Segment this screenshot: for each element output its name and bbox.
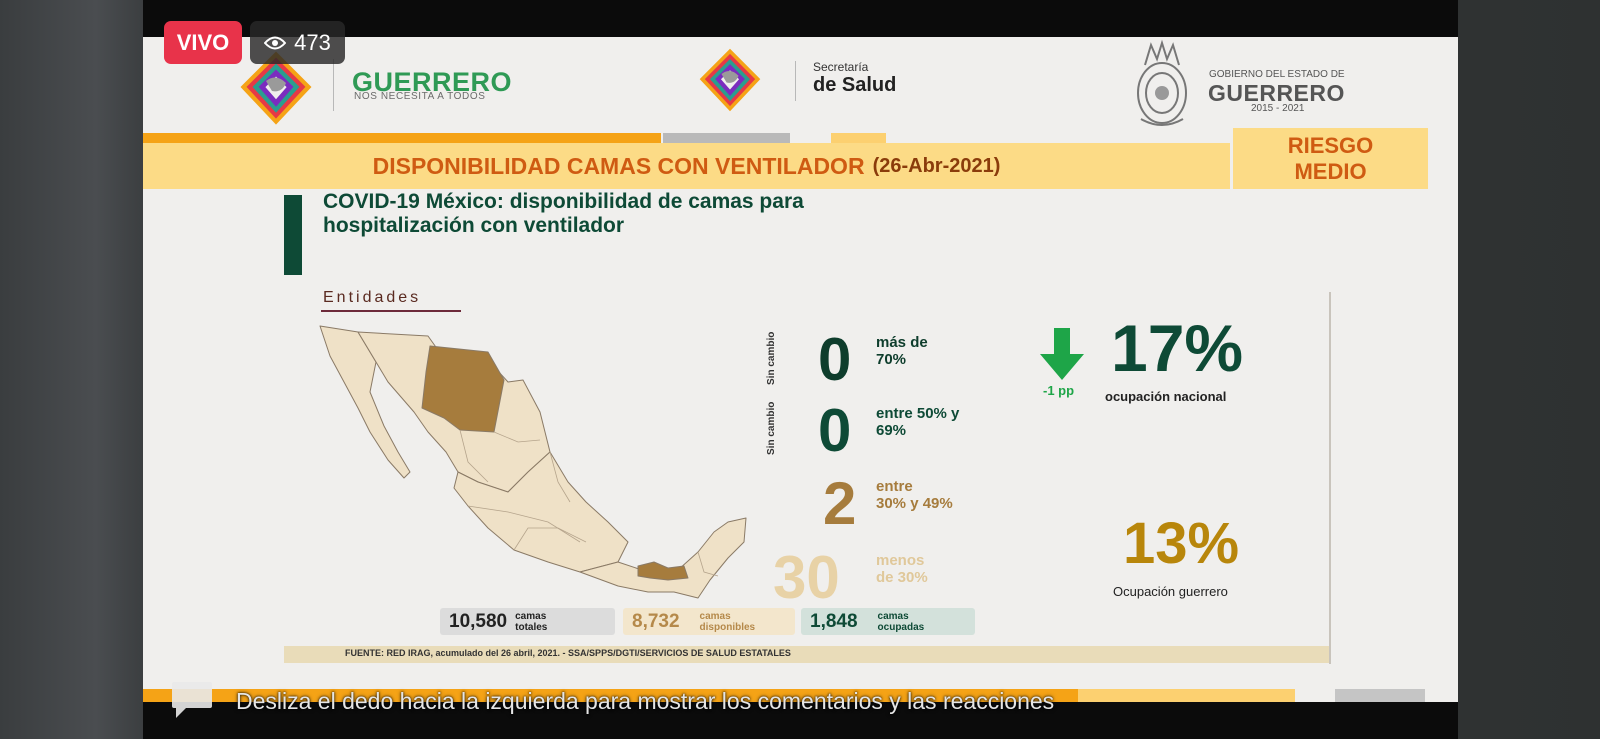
baja-california: [319, 325, 411, 479]
heading-line2: hospitalización con ventilador: [323, 214, 625, 237]
arrow-down-icon: [1040, 328, 1084, 380]
occupied-beds-desc: camas ocupadas: [877, 610, 925, 633]
range-count-3: 2: [823, 470, 857, 537]
risk-line2: MEDIO: [1294, 158, 1367, 184]
range-label-1: más de 70%: [876, 334, 928, 368]
guerrero-label: Ocupación guerrero: [1113, 584, 1228, 599]
gobierno-seal-logo: [1137, 39, 1187, 126]
salud-divider: [795, 61, 796, 101]
gobierno-line2: GUERRERO: [1208, 80, 1345, 106]
infographic-panel: [284, 292, 1331, 664]
heading-line1: COVID-19 México: disponibilidad de camas…: [323, 190, 804, 213]
viewer-count: 473: [294, 29, 331, 55]
title-band: DISPONIBILIDAD CAMAS CON VENTILADOR (26-…: [143, 143, 1230, 189]
risk-badge: RIESGO MEDIO: [1233, 128, 1428, 189]
guerrero-percent: 13%: [1123, 511, 1240, 576]
bottom-strip-yellow: [1078, 689, 1295, 702]
accent-strip-orange: [143, 133, 661, 143]
entities-underline: [321, 310, 461, 312]
salud-knot-logo: [699, 48, 761, 112]
national-percent: 17%: [1111, 311, 1244, 385]
swipe-hint: Desliza el dedo hacia la izquierda para …: [236, 688, 1055, 714]
side-label-2: Sin cambio: [766, 401, 777, 455]
range-label-3: entre 30% y 49%: [876, 478, 953, 512]
gobierno-line1: GOBIERNO DEL ESTADO DE: [1209, 69, 1345, 80]
range-count-4: 30: [773, 544, 840, 611]
total-beds-pill: 10,580 camas totales: [440, 608, 615, 635]
entities-label: Entidades: [323, 289, 422, 306]
total-beds-value: 10,580: [449, 610, 508, 632]
infographic-heading: COVID-19 México: disponibilidad de camas…: [323, 190, 804, 238]
national-label: ocupación nacional: [1105, 389, 1227, 404]
viewer-count-badge: 473: [250, 21, 345, 64]
heading-accent-bar: [284, 195, 302, 275]
salud-line1: Secretaría: [813, 60, 869, 74]
live-badge: VIVO: [164, 21, 242, 64]
range-count-2: 0: [818, 397, 852, 464]
guerrero-logo-title: GUERRERO: [352, 67, 513, 97]
video-top-letterbox: [143, 0, 1458, 37]
total-beds-desc: camas totales: [515, 610, 548, 633]
slide-title: DISPONIBILIDAD CAMAS CON VENTILADOR: [372, 152, 865, 179]
video-bottom-letterbox: [143, 702, 1458, 739]
occupied-beds-value: 1,848: [810, 610, 858, 632]
accent-strip-yellow: [831, 133, 886, 143]
national-change: -1 pp: [1043, 383, 1075, 398]
range-label-2: entre 50% y 69%: [876, 405, 960, 439]
gobierno-line3: 2015 - 2021: [1251, 103, 1305, 114]
range-label-4: menos de 30%: [876, 552, 928, 586]
available-beds-pill: 8,732 camas disponibles: [623, 608, 795, 635]
tabasco-state: [637, 561, 689, 581]
available-beds-value: 8,732: [632, 610, 680, 632]
range-count-1: 0: [818, 326, 852, 393]
central-states: [453, 451, 629, 573]
salud-line2: de Salud: [813, 74, 897, 96]
source-text: FUENTE: RED IRAG, acumulado del 26 abril…: [345, 648, 791, 658]
comment-icon[interactable]: [170, 680, 214, 722]
source-bar: [284, 646, 1329, 663]
video-frame[interactable]: GUERRERO NOS NECESITA A TODOS Secretaría…: [143, 37, 1458, 702]
guerrero-logo-subtitle: NOS NECESITA A TODOS: [354, 91, 486, 102]
available-beds-desc: camas disponibles: [699, 610, 756, 633]
accent-strip-grey: [663, 133, 790, 143]
side-label-1: Sin cambio: [766, 331, 777, 385]
slide-date: (26-Abr-2021): [872, 154, 1001, 177]
mexico-map: [319, 325, 747, 599]
risk-line1: RIESGO: [1287, 132, 1374, 158]
logo-divider: [333, 59, 334, 111]
bottom-strip-orange: [143, 689, 1078, 702]
guerrero-knot-logo: [240, 51, 312, 125]
bottom-strip-grey: [1335, 689, 1425, 702]
eye-icon: [264, 36, 287, 49]
occupied-beds-pill: 1,848 camas ocupadas: [801, 608, 975, 635]
